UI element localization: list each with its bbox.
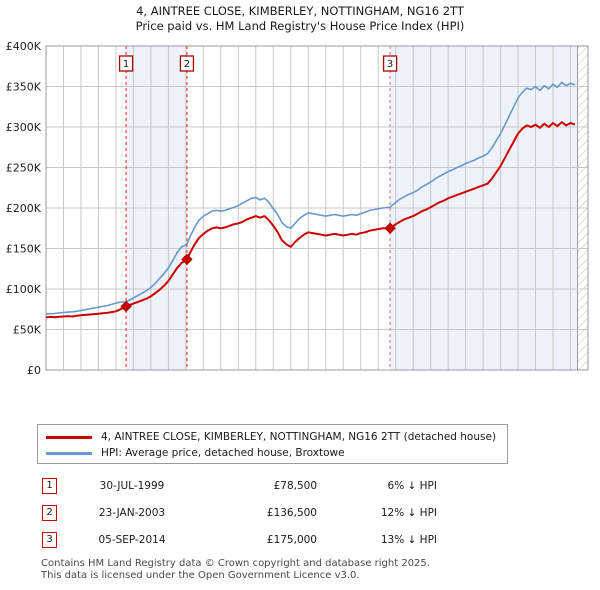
transaction-date-3: 05-SEP-2014 xyxy=(98,533,166,546)
event-badge-3[interactable] xyxy=(382,55,398,72)
legend-label-property: 4, AINTREE CLOSE, KIMBERLEY, NOTTINGHAM,… xyxy=(101,431,497,443)
table-row: 3 05-SEP-2014 £175,000 13% ↓ HPI xyxy=(37,526,497,553)
page-title: 4, AINTREE CLOSE, KIMBERLEY, NOTTINGHAM,… xyxy=(0,4,600,34)
event-badge-2[interactable] xyxy=(179,55,195,72)
y-axis-tick-£250K: £250K xyxy=(6,162,42,175)
transaction-hpi-delta-3: 13% ↓ HPI xyxy=(380,533,437,546)
event-badge-1[interactable] xyxy=(118,55,134,72)
legend-swatch-hpi xyxy=(46,451,92,455)
price-history-chart: 1995199619971998199920002001200220032004… xyxy=(0,40,600,375)
y-axis-tick-£50K: £50K xyxy=(13,324,42,337)
transaction-index-1: 1 xyxy=(42,477,57,494)
y-axis-tick-£200K: £200K xyxy=(6,202,42,215)
legend-swatch-property xyxy=(46,435,92,439)
transaction-index-3: 3 xyxy=(42,531,57,548)
series-line-property xyxy=(45,121,576,319)
y-axis-tick-£0: £0 xyxy=(27,364,41,375)
legend-label-hpi: HPI: Average price, detached house, Brox… xyxy=(101,447,345,459)
y-axis-tick-£350K: £350K xyxy=(6,81,42,94)
transactions-table: 1 30-JUL-1999 £78,500 6% ↓ HPI 2 23-JAN-… xyxy=(37,472,497,553)
footer-line-1: Contains HM Land Registry data © Crown c… xyxy=(41,558,430,569)
y-axis-tick-£300K: £300K xyxy=(6,121,42,134)
y-axis-tick-£400K: £400K xyxy=(6,40,42,53)
table-row: 2 23-JAN-2003 £136,500 12% ↓ HPI xyxy=(37,499,497,526)
event-badge-label-2: 2 xyxy=(184,59,190,70)
sale-marker-1[interactable] xyxy=(120,300,132,313)
transaction-price-2: £136,500 xyxy=(266,506,317,519)
table-row: 1 30-JUL-1999 £78,500 6% ↓ HPI xyxy=(37,472,497,499)
y-axis-tick-£100K: £100K xyxy=(6,283,42,296)
footer-line-2: This data is licensed under the Open Gov… xyxy=(41,570,360,581)
chart-canvas: 1995199619971998199920002001200220032004… xyxy=(6,40,589,375)
sale-marker-2[interactable] xyxy=(181,253,193,266)
title-line-1: 4, AINTREE CLOSE, KIMBERLEY, NOTTINGHAM,… xyxy=(136,4,464,18)
legend-item-property: 4, AINTREE CLOSE, KIMBERLEY, NOTTINGHAM,… xyxy=(38,429,507,445)
series-line-hpi xyxy=(45,81,576,315)
title-line-2: Price paid vs. HM Land Registry's House … xyxy=(135,19,465,33)
sale-marker-3[interactable] xyxy=(384,222,396,234)
chart-legend: 4, AINTREE CLOSE, KIMBERLEY, NOTTINGHAM,… xyxy=(37,424,508,464)
transaction-hpi-delta-2: 12% ↓ HPI xyxy=(380,506,437,519)
transaction-date-1: 30-JUL-1999 xyxy=(99,479,165,492)
event-badge-label-1: 1 xyxy=(123,59,129,70)
copyright-footer: Contains HM Land Registry data © Crown c… xyxy=(41,558,581,582)
transaction-date-2: 23-JAN-2003 xyxy=(98,506,166,519)
transaction-index-2: 2 xyxy=(42,504,57,521)
transaction-price-1: £78,500 xyxy=(273,479,317,492)
legend-item-hpi: HPI: Average price, detached house, Brox… xyxy=(38,445,507,461)
transaction-hpi-delta-1: 6% ↓ HPI xyxy=(387,479,437,492)
y-axis-tick-£150K: £150K xyxy=(6,243,42,256)
event-badge-label-3: 3 xyxy=(387,59,393,70)
transaction-price-3: £175,000 xyxy=(266,533,317,546)
